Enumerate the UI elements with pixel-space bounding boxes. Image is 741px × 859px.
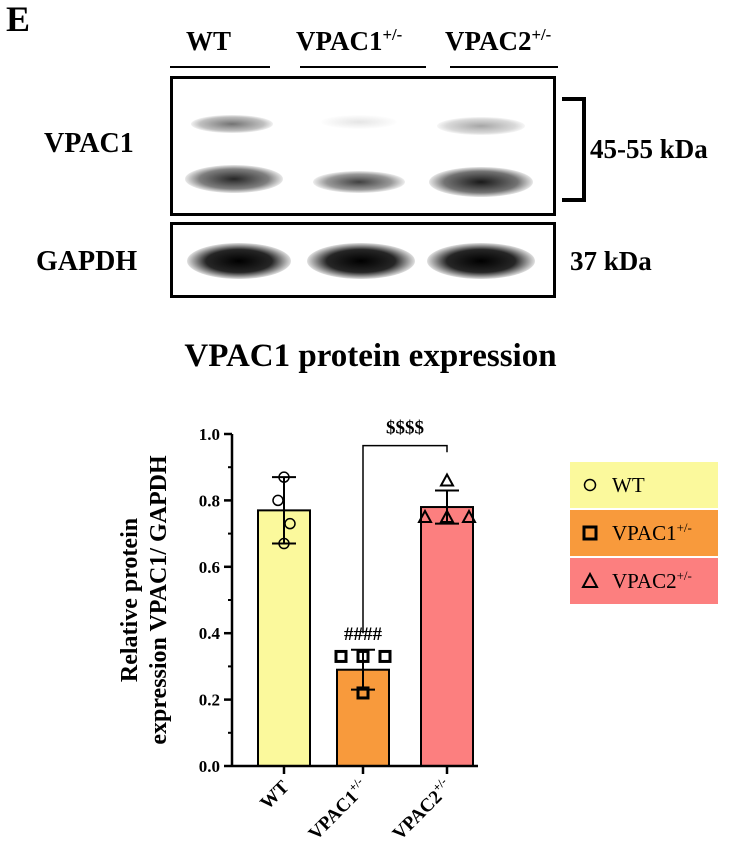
- legend-entry-vpac2: VPAC2+/-: [570, 558, 718, 604]
- y-axis-label-line2: expression VPAC1/ GAPDH: [146, 455, 172, 745]
- data-point-1-1: [356, 649, 370, 663]
- data-point-1-3: [356, 686, 370, 700]
- y-tick-label-1: 0.2: [199, 691, 220, 710]
- blot-row-label-vpac1: VPAC1: [44, 128, 134, 159]
- data-point-1-0: [334, 649, 348, 663]
- data-point-2-1: [417, 508, 433, 523]
- y-tick-label-2: 0.4: [199, 624, 221, 643]
- kda-label-vpac1: 45-55 kDa: [590, 134, 708, 164]
- band-vpac1-vpac2-lower: [429, 167, 533, 197]
- chart-title: VPAC1 protein expression: [184, 338, 557, 374]
- legend-label-vpac2: VPAC2+/-: [612, 568, 692, 593]
- data-point-0-2: [284, 517, 296, 530]
- legend-triangle-icon: [581, 571, 599, 588]
- legend-square-icon: [582, 525, 598, 541]
- blot-image-vpac1: [170, 76, 556, 216]
- y-tick-label-4: 0.8: [199, 491, 220, 510]
- x-tick-label-1: VPAC1+/-: [303, 775, 373, 845]
- lane-label-vpac2: VPAC2+/-: [445, 25, 552, 56]
- lane-underline-vpac2: [450, 66, 558, 68]
- band-vpac1-vpac1-lower: [313, 171, 405, 193]
- data-point-1-2: [378, 649, 392, 663]
- legend-circle-icon: [583, 478, 597, 492]
- legend-entry-wt: WT: [570, 462, 718, 508]
- data-point-2-3: [461, 508, 477, 523]
- panel-letter: E: [6, 0, 31, 39]
- band-vpac1-wt-upper: [191, 115, 273, 133]
- legend-entry-vpac1: VPAC1+/-: [570, 510, 718, 556]
- bar-0: [257, 509, 311, 767]
- annotation-dollar: $$$$: [386, 418, 424, 439]
- kda-label-gapdh: 37 kDa: [570, 246, 652, 276]
- blot-image-gapdh: [170, 222, 556, 298]
- x-tick-label-2: VPAC2+/-: [387, 775, 457, 845]
- legend-label-wt: WT: [612, 473, 645, 497]
- data-point-0-0: [278, 471, 290, 483]
- y-tick-label-5: 1.0: [199, 425, 220, 444]
- blot-row-label-gapdh: GAPDH: [36, 246, 138, 277]
- bracket-45-55-kda: [562, 97, 586, 202]
- y-tick-label-0: 0.0: [199, 757, 220, 776]
- lane-underline-vpac1: [300, 66, 426, 68]
- band-vpac1-vpac1-upper: [321, 115, 397, 129]
- y-tick-label-3: 0.6: [199, 558, 220, 577]
- data-point-0-3: [278, 537, 290, 550]
- x-tick-label-0: WT: [256, 776, 293, 813]
- lane-underline-wt: [170, 66, 270, 68]
- band-gapdh-vpac2: [427, 243, 535, 279]
- bar-2: [420, 506, 474, 767]
- y-axis-label-line1: Relative protein: [117, 518, 143, 682]
- data-point-2-0: [439, 472, 455, 487]
- significance-bracket: [362, 444, 448, 634]
- legend-label-vpac1: VPAC1+/-: [612, 520, 692, 545]
- lane-label-wt: WT: [186, 26, 232, 56]
- annotation-hash: ####: [344, 624, 383, 645]
- band-vpac1-wt-lower: [185, 165, 283, 193]
- band-gapdh-vpac1: [307, 243, 415, 279]
- data-point-2-2: [439, 508, 455, 523]
- band-vpac1-vpac2-upper: [437, 117, 525, 135]
- band-gapdh-wt: [187, 243, 291, 279]
- data-point-0-1: [272, 494, 284, 507]
- lane-label-vpac1: VPAC1+/-: [296, 25, 403, 56]
